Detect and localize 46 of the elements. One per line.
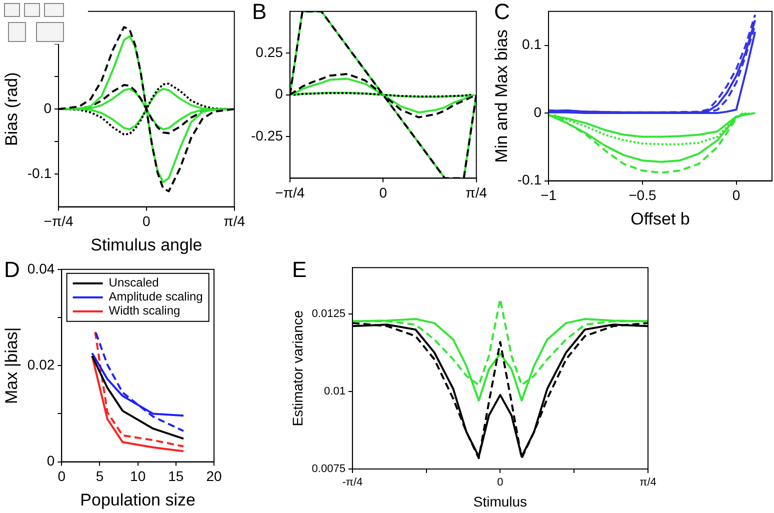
x-axis-title: Stimulus angle [90, 235, 202, 254]
x-axis-title: Stimulus [473, 493, 528, 510]
y-tick-label: 0 [46, 452, 55, 469]
legend-label: Unscaled [108, 276, 159, 290]
x-axis-title: Population size [80, 490, 196, 510]
chart-title: C [494, 0, 510, 24]
y-axis-title: Estimator variance [289, 310, 306, 426]
x-tick-label: π/4 [640, 476, 656, 489]
x-tick-label: 0 [58, 468, 66, 484]
y-tick-label: 0.02 [27, 356, 55, 372]
x-tick-label: π/4 [224, 213, 246, 230]
x-tick-label: 15 [168, 468, 184, 484]
y-tick-label: 0 [44, 100, 52, 116]
y-tick-label: 0.0125 [312, 308, 346, 320]
y-tick-label: -0.1 [27, 165, 52, 182]
legend-label: Width scaling [108, 304, 180, 318]
y-tick-label: 0.25 [256, 44, 284, 60]
x-tick-label: 10 [130, 468, 146, 484]
x-tick-label: π/4 [466, 184, 488, 200]
x-tick-label: −1 [540, 187, 557, 204]
y-tick-label: -0.25 [250, 127, 284, 144]
y-tick-label: 0 [534, 104, 542, 120]
x-tick-label: 0 [732, 187, 740, 204]
y-tick-label: 0.0075 [312, 463, 346, 476]
y-axis-title: Max |bias| [2, 327, 21, 404]
y-tick-label: 0 [275, 86, 284, 102]
x-tick-label: −π/4 [275, 184, 305, 200]
y-tick-label: 0.04 [27, 260, 55, 276]
legend-label: Amplitude scaling [108, 290, 203, 304]
x-tick-label: 5 [96, 468, 104, 484]
y-tick-label: 0.01 [324, 386, 346, 398]
chart-title: E [292, 257, 307, 282]
x-tick-label: -π/4 [342, 476, 363, 489]
y-axis-title: Min and Max bias [492, 29, 511, 163]
chart-title: B [252, 0, 267, 24]
x-tick-label: −0.5 [628, 187, 656, 204]
x-tick-label: 0 [497, 476, 504, 489]
y-tick-label: -0.1 [517, 172, 542, 188]
y-tick-label: 0.1 [522, 36, 542, 52]
x-tick-label: 0 [379, 184, 388, 200]
x-tick-label: 0 [142, 213, 151, 230]
x-tick-label: 20 [206, 468, 222, 484]
y-axis-title: Bias (rad) [2, 72, 21, 146]
x-tick-label: −π/4 [44, 213, 74, 230]
chart-title: D [4, 257, 20, 282]
x-axis-title: Offset b [630, 209, 690, 228]
